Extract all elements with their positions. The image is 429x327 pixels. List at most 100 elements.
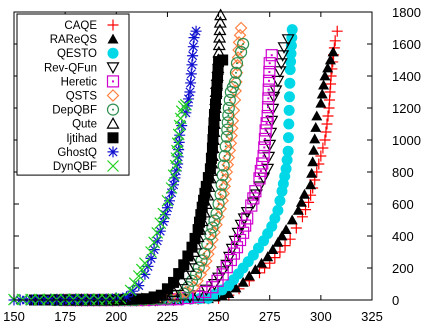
data-point: [214, 8, 228, 21]
data-point: [133, 293, 145, 305]
data-point: [210, 98, 222, 110]
data-point: [193, 216, 205, 228]
data-point: [192, 261, 205, 274]
x-tick-label: 225: [157, 309, 179, 324]
data-point: [262, 251, 274, 262]
data-point: [292, 204, 304, 215]
legend-label: QESTO: [57, 48, 97, 60]
data-point: [199, 284, 213, 297]
legend-item: DepQBF: [52, 103, 120, 117]
data-point: [151, 226, 164, 239]
data-point: [178, 259, 190, 271]
data-point: [168, 276, 180, 288]
y-tick-label: 1800: [392, 5, 421, 20]
data-point: [154, 217, 167, 230]
data-point: [151, 235, 163, 247]
data-point: [273, 66, 287, 78]
data-point: [282, 132, 294, 144]
data-point: [204, 163, 216, 175]
data-point: [231, 51, 245, 64]
data-point: [141, 293, 153, 305]
legend-marker: [107, 33, 119, 44]
legend-label: Ijtihad: [66, 133, 97, 145]
y-tick-label: 1000: [392, 133, 421, 148]
data-point: [306, 167, 318, 178]
y-tick-label: 1400: [392, 69, 421, 84]
data-point: [189, 268, 203, 281]
data-point: [67, 293, 80, 306]
y-tick-label: 600: [392, 197, 414, 212]
data-point: [217, 54, 229, 66]
data-point: [121, 291, 133, 303]
data-marks: [8, 8, 343, 307]
legend-item: Qute: [72, 116, 120, 131]
plot-area-frame: [13, 11, 373, 301]
data-point: [208, 117, 220, 129]
data-point: [208, 108, 220, 120]
legend-label: GhostQ: [57, 147, 97, 159]
data-point: [220, 261, 233, 274]
legend-marker: [107, 146, 119, 158]
data-point: [234, 21, 248, 35]
data-point: [265, 49, 278, 62]
data-point: [229, 84, 242, 98]
data-point: [42, 293, 55, 306]
data-point: [145, 246, 157, 258]
data-point: [186, 241, 198, 253]
data-point: [173, 268, 185, 280]
data-point: [204, 240, 217, 254]
data-point: [165, 182, 178, 194]
data-point: [185, 77, 197, 89]
data-point: [170, 165, 182, 177]
data-point: [216, 266, 230, 278]
data-point: [196, 201, 208, 213]
legend-marker: [107, 19, 119, 31]
legend-label: DepQBF: [52, 105, 97, 117]
data-point: [320, 126, 332, 138]
x-tick-label: 175: [54, 309, 76, 324]
data-point: [310, 121, 322, 132]
data-point: [229, 66, 243, 79]
data-point: [85, 293, 97, 305]
data-point: [182, 250, 194, 262]
data-point: [247, 192, 260, 205]
data-point: [225, 243, 239, 256]
legend-item: QSTS: [66, 89, 120, 103]
data-point: [315, 150, 327, 162]
data-point: [161, 194, 174, 207]
data-point: [173, 119, 186, 132]
data-point: [159, 209, 171, 221]
data-point: [211, 88, 223, 100]
data-point: [218, 149, 231, 163]
data-point: [307, 156, 319, 167]
data-point: [185, 68, 197, 80]
data-point: [190, 25, 202, 37]
data-point: [232, 43, 245, 57]
data-point: [216, 268, 229, 281]
legend: CAQE RAReQS QESTO Rev-QFun Heretic QSTS DepQBF…: [16, 13, 130, 176]
legend-marker: [107, 132, 119, 144]
legend-label: RAReQS: [50, 34, 98, 46]
data-point: [263, 65, 276, 79]
legend-label: Heretic: [61, 76, 98, 88]
data-point: [308, 144, 320, 155]
data-point: [258, 132, 272, 146]
data-point: [261, 109, 274, 123]
data-point: [220, 130, 233, 143]
data-point: [169, 172, 181, 184]
data-point: [174, 112, 187, 125]
data-point: [258, 141, 271, 154]
data-point: [192, 224, 204, 236]
data-point: [239, 219, 252, 232]
data-point: [166, 187, 178, 199]
data-point: [260, 117, 273, 130]
data-point: [155, 289, 167, 301]
data-point: [221, 123, 234, 136]
data-point: [282, 145, 294, 157]
data-point: [186, 59, 198, 71]
legend-marker: [106, 89, 120, 102]
data-point: [212, 38, 226, 51]
data-point: [280, 163, 292, 175]
data-point: [257, 149, 270, 163]
data-point: [269, 85, 283, 98]
